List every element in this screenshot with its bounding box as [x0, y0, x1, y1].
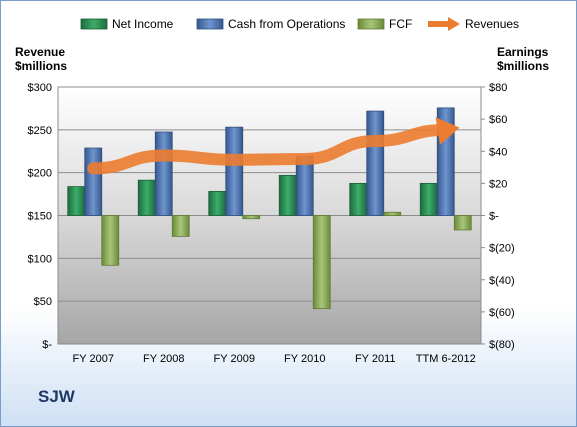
right-tick-label: $20 [489, 178, 507, 190]
legend-label: Revenues [465, 17, 519, 31]
right-tick-label: $40 [489, 146, 507, 158]
legend-swatch-cash-from-operations [196, 18, 224, 30]
right-tick-label: $- [489, 211, 499, 223]
bar-fcf [242, 215, 261, 220]
left-tick-label: $50 [34, 296, 52, 308]
x-tick-label: FY 2011 [355, 353, 396, 365]
right-tick-label: $(60) [489, 307, 515, 319]
bar-net-income [419, 182, 438, 216]
x-tick-label: FY 2008 [143, 353, 184, 365]
left-tick-label: $150 [28, 211, 52, 223]
bar-cash-from-operations [84, 147, 103, 216]
bar-net-income [67, 186, 86, 216]
x-tick-label: FY 2009 [214, 353, 255, 365]
bar-net-income [278, 174, 297, 216]
legend-arrow-revenues [448, 17, 460, 31]
revenues-line [87, 123, 452, 175]
company-name: SJW [38, 387, 75, 406]
left-axis-title: Revenue $millions [15, 45, 68, 73]
legend-label: FCF [389, 17, 412, 31]
x-tick-label: TTM 6-2012 [416, 353, 476, 365]
legend-swatch-net-income [80, 18, 108, 30]
legend-label: Net Income [112, 17, 174, 31]
x-tick-label: FY 2007 [73, 353, 114, 365]
right-axis-title: Earnings $millions [497, 45, 550, 73]
legend-label: Cash from Operations [228, 17, 345, 31]
bar-net-income [137, 179, 156, 216]
x-tick-label: FY 2010 [284, 353, 325, 365]
bar-cash-from-operations [366, 110, 385, 216]
bar-cash-from-operations [295, 155, 314, 216]
bar-fcf [312, 215, 331, 310]
left-tick-label: $200 [28, 168, 52, 180]
revenues-arrowhead [435, 117, 460, 145]
bar-fcf [101, 215, 120, 266]
bar-cash-from-operations [154, 131, 173, 216]
bar-cash-from-operations [225, 126, 244, 216]
left-tick-label: $100 [28, 253, 52, 265]
legend-swatch-fcf [357, 18, 385, 30]
right-tick-label: $(20) [489, 243, 515, 255]
right-tick-label: $80 [489, 82, 507, 94]
bar-fcf [453, 215, 472, 231]
bar-net-income [208, 191, 227, 216]
right-tick-label: $60 [489, 114, 507, 126]
bar-net-income [349, 182, 368, 216]
right-tick-label: $(80) [489, 339, 515, 351]
bar-fcf [171, 215, 190, 237]
bar-fcf [383, 211, 402, 216]
left-tick-label: $300 [28, 82, 52, 94]
left-tick-label: $- [42, 339, 52, 351]
right-tick-label: $(40) [489, 275, 515, 287]
left-tick-label: $250 [28, 125, 52, 137]
